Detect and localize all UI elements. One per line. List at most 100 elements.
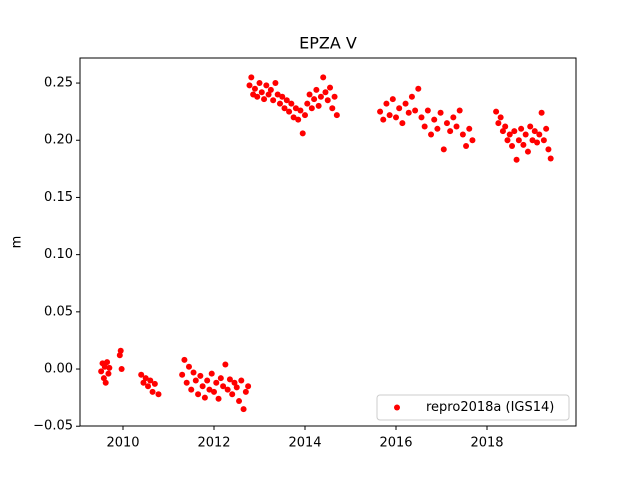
data-point (155, 391, 162, 398)
data-point (210, 388, 217, 395)
data-point (463, 142, 470, 149)
data-point (208, 370, 215, 377)
data-point (254, 93, 261, 100)
data-point (213, 379, 220, 386)
data-point (104, 359, 111, 366)
data-point (518, 125, 525, 132)
data-point (98, 368, 105, 375)
data-point (258, 89, 265, 96)
data-point (547, 155, 554, 162)
data-point (301, 112, 308, 119)
data-point (256, 80, 263, 87)
data-point (434, 125, 441, 132)
y-axis-label: m (10, 236, 25, 249)
data-point (299, 130, 306, 137)
data-point (453, 123, 460, 130)
x-tick-label: 2010 (106, 436, 139, 451)
data-point (204, 377, 211, 384)
data-point (396, 105, 403, 112)
legend-marker (394, 404, 400, 411)
data-point (412, 107, 419, 114)
data-point (217, 375, 224, 382)
data-point (145, 383, 152, 390)
data-point (447, 128, 454, 135)
data-point (308, 105, 315, 112)
data-point (179, 371, 186, 378)
data-point (274, 91, 281, 98)
y-tick-label: 0.05 (44, 304, 73, 319)
data-point (101, 363, 108, 370)
data-point (201, 394, 208, 401)
data-point (408, 93, 415, 100)
data-point (117, 347, 124, 354)
data-point (297, 107, 304, 114)
data-point (322, 89, 329, 96)
data-point (443, 120, 450, 127)
data-point (383, 100, 390, 107)
data-point (389, 96, 396, 103)
data-point (226, 376, 233, 383)
y-tick-label: 0.20 (44, 133, 73, 148)
data-point (242, 388, 249, 395)
axes-frame (79, 57, 577, 427)
data-point (515, 137, 522, 144)
data-point (116, 352, 123, 359)
data-point (181, 356, 188, 363)
data-point (421, 123, 428, 130)
data-point (543, 125, 550, 132)
data-point (270, 97, 277, 104)
data-point (147, 377, 154, 384)
data-point (267, 86, 274, 93)
data-point (248, 74, 255, 81)
data-point (524, 148, 531, 155)
data-point (138, 371, 145, 378)
data-point (497, 114, 504, 121)
data-point (329, 105, 336, 112)
data-point (493, 108, 500, 115)
data-point (466, 125, 473, 132)
data-point (424, 107, 431, 114)
data-point (502, 123, 509, 130)
x-tick-label: 2014 (288, 436, 321, 451)
data-point (281, 105, 288, 112)
data-point (195, 391, 202, 398)
data-point (428, 131, 435, 138)
data-point (495, 120, 502, 127)
data-point (536, 131, 543, 138)
data-point (245, 383, 252, 390)
data-point (105, 370, 112, 377)
data-point (279, 93, 286, 100)
data-point (246, 82, 253, 89)
data-point (292, 105, 299, 112)
data-point (450, 114, 457, 121)
data-point (276, 100, 283, 107)
data-point (545, 146, 552, 153)
data-point (288, 100, 295, 107)
data-point (215, 395, 222, 402)
data-point (140, 379, 147, 386)
data-point (206, 386, 213, 393)
data-point (290, 114, 297, 121)
data-point (504, 137, 511, 144)
data-point (402, 100, 409, 107)
x-tick-label: 2016 (379, 436, 412, 451)
data-point (513, 156, 520, 163)
data-point (192, 377, 199, 384)
x-tick-label: 2012 (197, 436, 230, 451)
data-point (265, 91, 272, 98)
plot-area (98, 74, 554, 413)
data-point (263, 82, 270, 89)
data-point (538, 109, 545, 116)
data-point (418, 114, 425, 121)
data-point (499, 128, 506, 135)
y-tick-label: 0.10 (44, 247, 73, 262)
data-point (240, 406, 247, 413)
chart-title: EPZA V (299, 34, 357, 53)
data-point (324, 97, 331, 104)
data-point (506, 131, 513, 138)
data-point (238, 377, 245, 384)
data-point (469, 137, 476, 144)
data-point (142, 375, 149, 382)
data-point (222, 361, 229, 368)
